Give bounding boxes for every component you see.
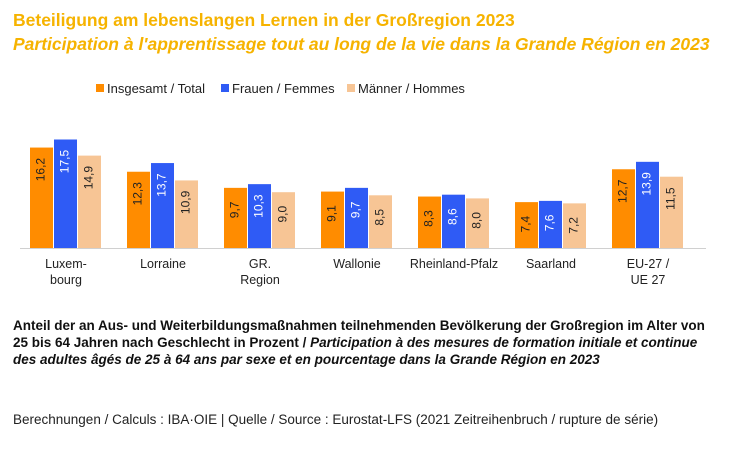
data-label: 11,5 xyxy=(664,187,678,210)
data-label: 12,3 xyxy=(131,182,145,206)
bar-chart: Insgesamt / Total Frauen / Femmes Männer /… xyxy=(20,81,706,287)
legend-men-swatch xyxy=(347,84,355,92)
data-label: 12,7 xyxy=(616,179,630,203)
category-label: EU-27 /UE 27 xyxy=(627,257,670,287)
chart-caption: Anteil der an Aus- und Weiterbildungsmaß… xyxy=(13,317,718,368)
bar-men xyxy=(660,176,683,248)
data-label: 17,5 xyxy=(58,149,72,173)
data-label: 8,3 xyxy=(422,210,436,227)
bar-women xyxy=(636,161,659,248)
data-label: 7,6 xyxy=(543,214,557,231)
data-label: 7,2 xyxy=(567,217,581,234)
data-label: 14,9 xyxy=(82,166,96,190)
bar-total xyxy=(30,147,53,248)
bar-men xyxy=(175,180,198,248)
data-label: 9,7 xyxy=(228,201,242,218)
source-note: Berechnungen / Calculs : IBA·OIE | Quell… xyxy=(13,412,659,427)
category-label: GR. Region xyxy=(240,257,280,287)
bar-women xyxy=(54,139,77,248)
data-label: 9,0 xyxy=(276,206,290,223)
legend-total-swatch xyxy=(96,84,104,92)
bar-men xyxy=(369,195,392,248)
bar-women xyxy=(539,200,562,248)
bar-women xyxy=(151,163,174,248)
bar-total xyxy=(224,187,247,248)
legend-total: Insgesamt / Total xyxy=(107,81,205,96)
category-label: Rheinland-Pfalz xyxy=(410,257,498,271)
bar-total xyxy=(612,169,635,248)
data-label: 9,1 xyxy=(325,205,339,222)
bar-total xyxy=(321,191,344,248)
caption-german: Anteil der an Aus- und Weiterbildungsmaß… xyxy=(13,318,705,350)
data-label: 7,4 xyxy=(519,215,533,232)
category-label: Luxem-bourg xyxy=(45,257,87,287)
category-label: Wallonie xyxy=(333,257,381,271)
data-label: 8,5 xyxy=(373,209,387,226)
bar-men xyxy=(563,203,586,248)
bar-men xyxy=(78,155,101,248)
category-label: Lorraine xyxy=(140,257,186,271)
bar-total xyxy=(127,171,150,248)
data-label: 16,2 xyxy=(34,158,48,182)
bar-women xyxy=(345,187,368,248)
bar-total xyxy=(418,196,441,248)
chart-title-french: Participation à l'apprentissage tout au … xyxy=(13,34,710,54)
data-label: 8,6 xyxy=(446,208,460,225)
bar-men xyxy=(272,192,295,248)
caption-french: Participation à des mesures de formation… xyxy=(13,335,698,367)
bar-women xyxy=(248,184,271,248)
data-label: 8,0 xyxy=(470,212,484,229)
category-label: Saarland xyxy=(526,257,576,271)
data-label: 9,7 xyxy=(349,201,363,218)
bar-men xyxy=(466,198,489,248)
data-label: 10,9 xyxy=(179,190,193,214)
legend-women-swatch xyxy=(221,84,229,92)
bar-total xyxy=(515,202,538,248)
data-label: 10,3 xyxy=(252,194,266,218)
data-label: 13,7 xyxy=(155,173,169,197)
data-label: 13,9 xyxy=(640,172,654,196)
bar-women xyxy=(442,194,465,248)
legend-women: Frauen / Femmes xyxy=(232,81,335,96)
legend-men: Männer / Hommes xyxy=(358,81,465,96)
chart-title-german: Beteiligung am lebenslangen Lernen in de… xyxy=(13,10,515,30)
